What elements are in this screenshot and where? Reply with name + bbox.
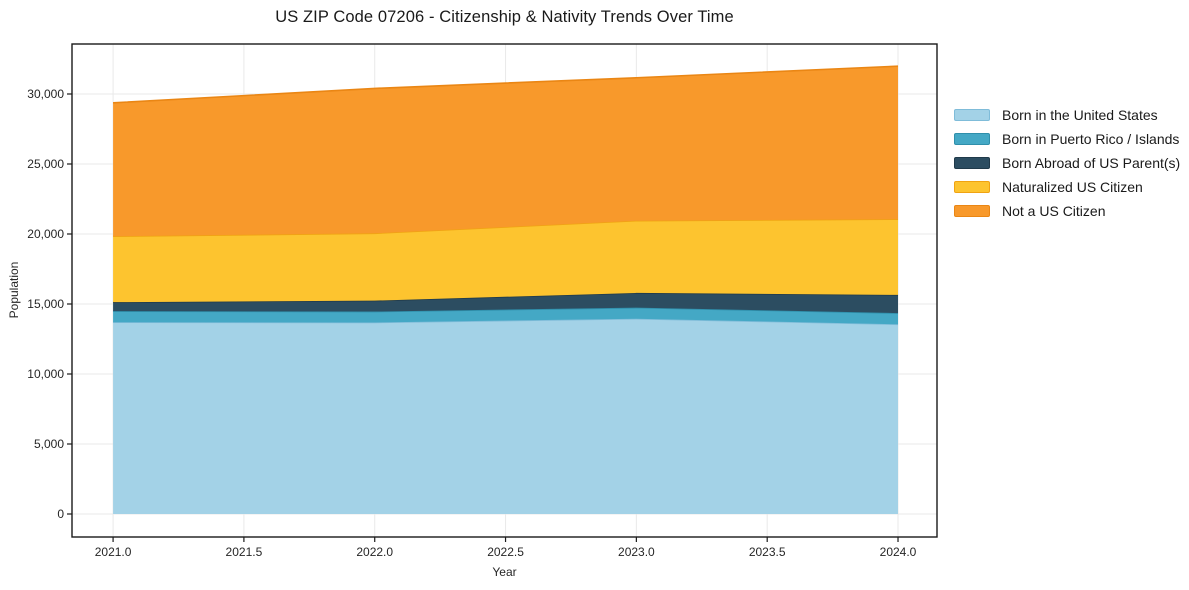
legend-label: Naturalized US Citizen [1002, 179, 1143, 195]
legend-swatch [954, 205, 990, 217]
legend-label: Born in Puerto Rico / Islands [1002, 131, 1180, 147]
svg-text:2023.0: 2023.0 [618, 545, 655, 559]
legend-item: Born in the United States [954, 103, 1180, 127]
svg-text:2021.5: 2021.5 [226, 545, 263, 559]
legend-swatch [954, 157, 990, 169]
svg-text:30,000: 30,000 [27, 87, 64, 101]
svg-text:2021.0: 2021.0 [95, 545, 132, 559]
legend-label: Not a US Citizen [1002, 203, 1106, 219]
svg-text:2022.0: 2022.0 [356, 545, 393, 559]
legend-item: Naturalized US Citizen [954, 175, 1180, 199]
legend-label: Born Abroad of US Parent(s) [1002, 155, 1181, 171]
legend-item: Born Abroad of US Parent(s) [954, 151, 1180, 175]
legend-swatch [954, 109, 990, 121]
x-axis-label: Year [492, 565, 517, 579]
svg-text:25,000: 25,000 [27, 157, 64, 171]
legend-item: Born in Puerto Rico / Islands [954, 127, 1180, 151]
legend-item: Not a US Citizen [954, 199, 1180, 223]
svg-text:2022.5: 2022.5 [487, 545, 524, 559]
legend-swatch [954, 133, 990, 145]
svg-text:2024.0: 2024.0 [880, 545, 917, 559]
legend: Born in the United States Born in Puerto… [954, 103, 1180, 223]
legend-label: Born in the United States [1002, 107, 1158, 123]
svg-text:5,000: 5,000 [34, 437, 64, 451]
svg-text:15,000: 15,000 [27, 297, 64, 311]
svg-text:0: 0 [57, 507, 64, 521]
svg-text:20,000: 20,000 [27, 227, 64, 241]
svg-text:2023.5: 2023.5 [749, 545, 786, 559]
chart-title: US ZIP Code 07206 - Citizenship & Nativi… [275, 8, 734, 26]
y-axis-label: Population [7, 261, 21, 319]
svg-text:10,000: 10,000 [27, 367, 64, 381]
legend-swatch [954, 181, 990, 193]
